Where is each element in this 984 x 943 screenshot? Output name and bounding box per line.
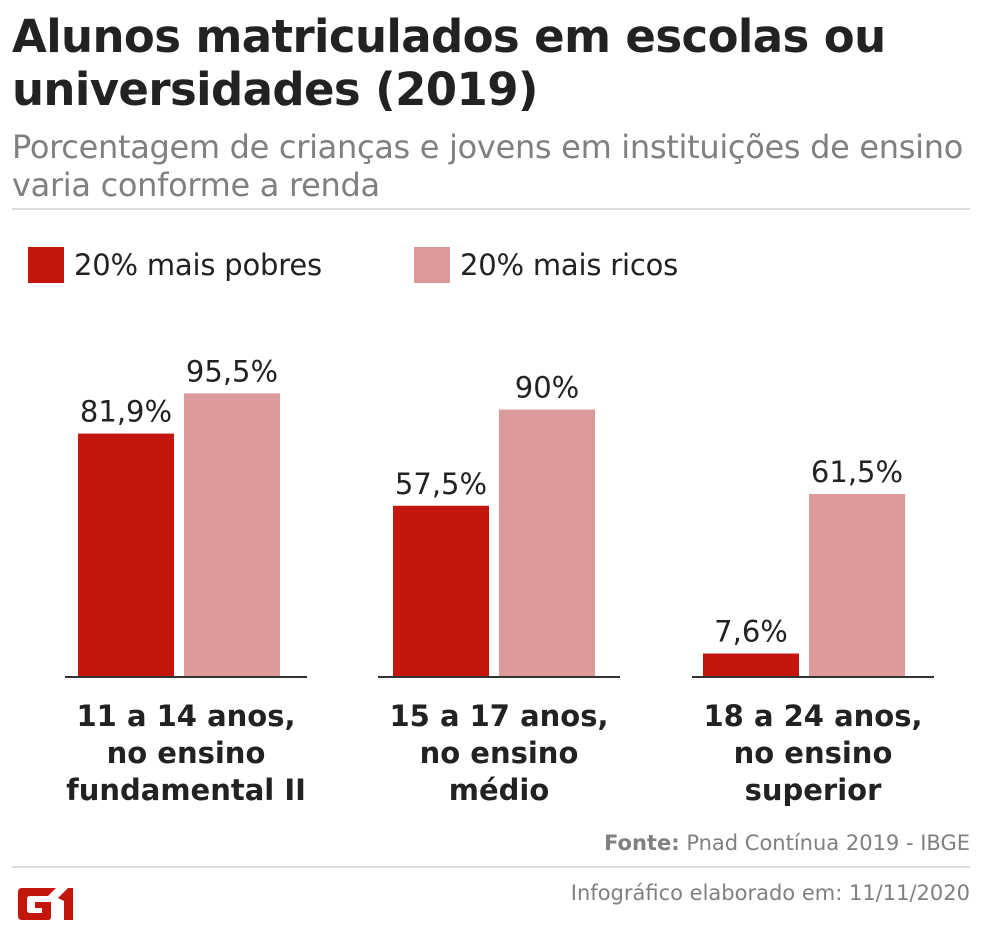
baseline-0	[65, 676, 307, 678]
category-label-2-line-1: no ensino	[734, 736, 893, 770]
baseline-1	[378, 676, 620, 678]
chart-title: Alunos matriculados em escolas ou univer…	[12, 10, 886, 116]
source-note: Fonte: Pnad Contínua 2019 - IBGE	[604, 828, 970, 858]
legend-label-richest: 20% mais ricos	[460, 248, 679, 282]
data-label-richest-2: 61,5%	[811, 455, 903, 489]
bottom-divider	[12, 866, 970, 868]
legend-swatch-richest	[414, 247, 450, 283]
category-label-0-line-2: fundamental II	[66, 773, 306, 807]
infographic-date: Infográfico elaborado em: 11/11/2020	[570, 881, 970, 905]
legend-label-poorest: 20% mais pobres	[74, 248, 322, 282]
category-label-2-line-0: 18 a 24 anos,	[704, 699, 923, 733]
data-label-poorest-2: 7,6%	[714, 615, 788, 649]
bar-richest-2	[809, 493, 905, 676]
category-label-2-line-2: superior	[745, 773, 882, 807]
bar-poorest-0	[78, 433, 174, 676]
chart-subtitle: Porcentagem de crianças e jovens em inst…	[12, 128, 963, 204]
source-label: Fonte:	[604, 831, 680, 855]
data-label-richest-1: 90%	[515, 371, 579, 405]
category-label-1-line-1: no ensino	[420, 736, 579, 770]
data-label-poorest-0: 81,9%	[80, 395, 172, 429]
bar-poorest-1	[393, 505, 489, 676]
top-divider	[12, 208, 970, 210]
legend-swatch-poorest	[28, 247, 64, 283]
data-label-richest-0: 95,5%	[186, 354, 278, 388]
category-label-1-line-0: 15 a 17 anos,	[390, 699, 609, 733]
category-label-0-line-1: no ensino	[107, 736, 266, 770]
bar-richest-0	[184, 393, 280, 676]
bar-chart: 81,9%95,5%11 a 14 anos,no ensinofundamen…	[65, 354, 934, 807]
bar-richest-1	[499, 409, 595, 676]
g1-logo	[18, 888, 73, 920]
baseline-2	[692, 676, 934, 678]
bar-poorest-2	[703, 653, 799, 676]
category-label-1-line-2: médio	[449, 773, 550, 807]
category-label-0-line-0: 11 a 14 anos,	[77, 699, 296, 733]
data-label-poorest-1: 57,5%	[395, 467, 487, 501]
source-text: Pnad Contínua 2019 - IBGE	[686, 831, 970, 855]
